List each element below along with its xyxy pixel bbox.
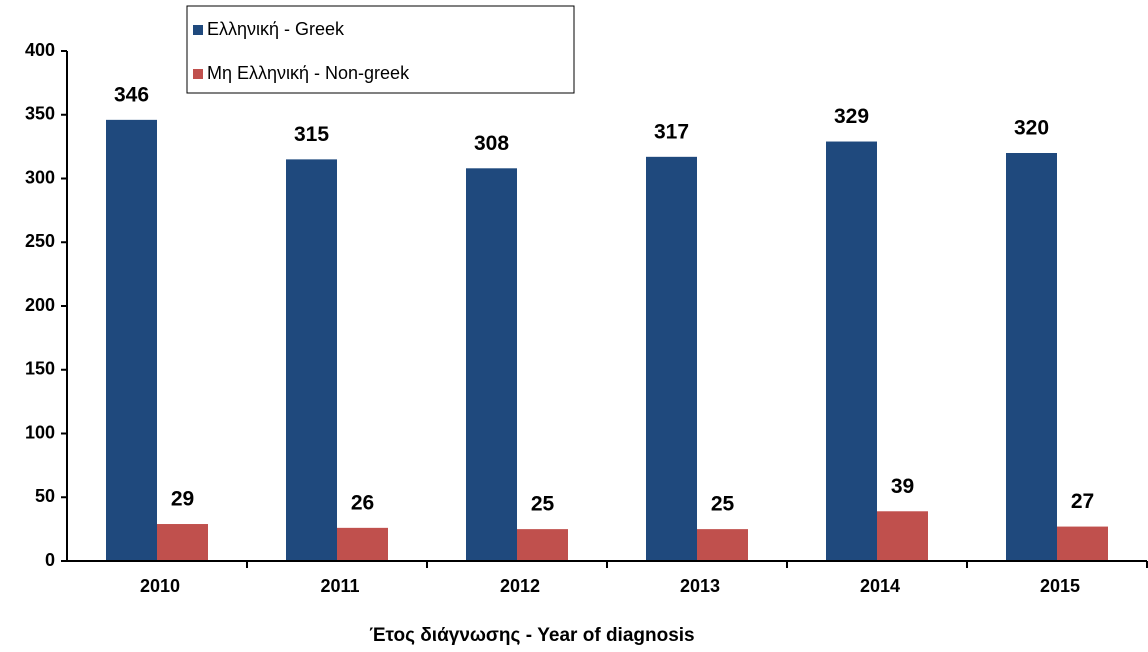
legend-label: Μη Ελληνική - Non-greek <box>207 63 410 83</box>
y-tick-label: 150 <box>25 359 55 379</box>
bar <box>517 529 568 561</box>
y-tick-label: 250 <box>25 231 55 251</box>
legend-swatch <box>193 25 203 35</box>
legend-swatch <box>193 69 203 79</box>
y-tick-label: 0 <box>45 550 55 570</box>
data-label: 308 <box>474 132 509 155</box>
data-label: 26 <box>351 491 374 514</box>
data-label: 39 <box>891 475 914 498</box>
x-axis-title: Έτος διάγνωσης - Year of diagnosis <box>369 625 694 646</box>
bar <box>877 511 928 561</box>
bar <box>106 119 157 561</box>
data-label: 25 <box>711 493 735 516</box>
y-tick-label: 300 <box>25 167 55 187</box>
data-label: 346 <box>114 83 149 106</box>
bar <box>157 524 208 561</box>
y-tick-label: 400 <box>25 40 55 60</box>
legend-label: Ελληνική - Greek <box>207 19 345 39</box>
bar <box>1006 153 1057 561</box>
x-tick-label: 2012 <box>500 576 540 596</box>
data-label: 27 <box>1071 490 1094 513</box>
bar <box>646 156 697 561</box>
x-tick-label: 2015 <box>1040 576 1080 596</box>
data-label: 25 <box>531 493 555 516</box>
y-tick-label: 350 <box>25 104 55 124</box>
x-tick-label: 2010 <box>140 576 180 596</box>
data-label: 329 <box>834 105 869 128</box>
data-label: 317 <box>654 120 689 143</box>
bar <box>286 159 337 561</box>
y-tick-label: 50 <box>35 486 55 506</box>
bar <box>826 141 877 561</box>
bar <box>697 529 748 561</box>
y-tick-label: 200 <box>25 295 55 315</box>
bar <box>466 168 517 562</box>
data-label: 29 <box>171 488 194 511</box>
x-tick-label: 2014 <box>860 576 900 596</box>
data-label: 320 <box>1014 117 1049 140</box>
bar <box>337 527 388 561</box>
x-tick-label: 2011 <box>320 576 359 596</box>
data-label: 315 <box>294 123 329 146</box>
x-tick-label: 2013 <box>680 576 720 596</box>
y-tick-label: 100 <box>25 422 55 442</box>
legend-box <box>186 5 575 94</box>
bar <box>1057 526 1108 561</box>
